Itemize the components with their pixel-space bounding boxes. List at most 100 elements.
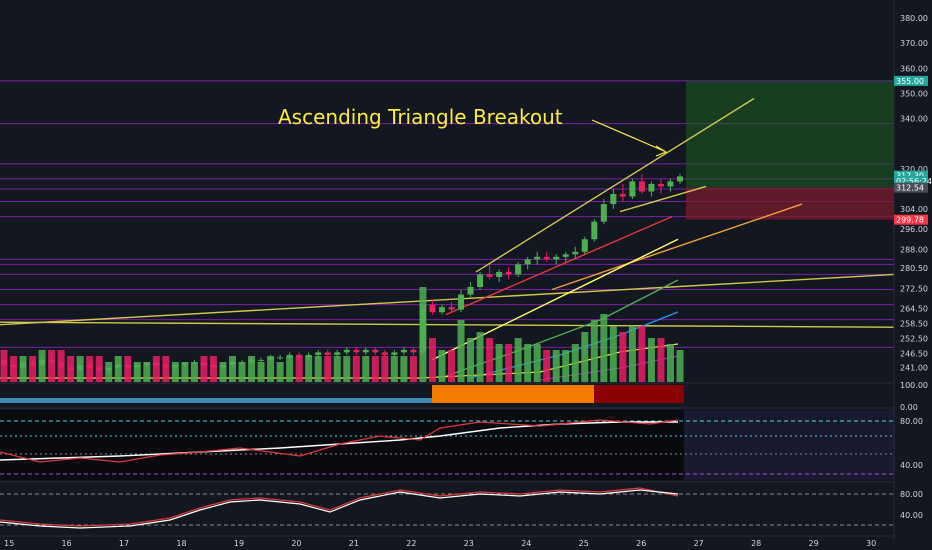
volume-bar	[505, 344, 513, 382]
volume-bar	[543, 350, 551, 382]
trendline	[551, 203, 803, 291]
candle	[77, 364, 84, 370]
candle	[381, 352, 388, 355]
candle	[600, 204, 607, 222]
time-tick-label: 15	[4, 539, 14, 548]
candle	[172, 364, 179, 368]
stoch-tick-label: 80.00	[900, 417, 923, 426]
candle	[305, 354, 312, 358]
volume-bar	[562, 350, 570, 382]
candle	[648, 183, 655, 192]
candle	[267, 357, 274, 360]
time-axis[interactable]: 15 16 17 18 19 20 21 22 23 24 25 26 27 28 29 30	[4, 539, 876, 548]
candle	[1, 359, 7, 365]
candle	[210, 364, 217, 368]
candle	[334, 352, 341, 355]
candle	[629, 181, 636, 197]
price-tag-label: 355.00	[896, 77, 924, 86]
time-tick-label: 16	[61, 539, 71, 548]
candle	[610, 194, 617, 205]
volume-bar	[666, 344, 674, 382]
volume-bar	[457, 320, 465, 382]
trendline	[475, 97, 755, 273]
candle	[657, 183, 664, 187]
chart-annotation: Ascending Triangle Breakout	[278, 105, 563, 129]
candle	[29, 362, 36, 365]
candle	[315, 352, 322, 355]
price-tag	[894, 170, 928, 181]
volume-bar	[514, 338, 522, 382]
candle	[67, 367, 74, 370]
oscillator-up-block	[432, 385, 594, 403]
candle	[258, 359, 265, 361]
candle	[515, 264, 522, 275]
stoch2-k-line	[0, 489, 679, 529]
long-position-projection[interactable]	[686, 80, 894, 220]
candle	[562, 254, 569, 257]
time-tick-label: 22	[406, 539, 416, 548]
volume-bar	[638, 326, 646, 382]
volume-bar	[48, 350, 56, 382]
price-tag-label: 312.54	[896, 184, 924, 193]
price-tick-label: 241.00	[900, 363, 928, 372]
candle	[353, 349, 360, 353]
volume-bar	[286, 356, 294, 382]
candle	[677, 176, 683, 182]
candle	[553, 256, 560, 260]
horizontal-levels	[0, 80, 894, 348]
price-axis[interactable]: 380.00 370.00 360.00 350.00 340.00 320.00 304.…	[893, 0, 932, 540]
candle	[134, 364, 141, 368]
candle	[458, 294, 465, 310]
volume-bar	[152, 356, 160, 382]
volume-bar	[381, 356, 389, 382]
stoch2-tick-label: 80.00	[900, 490, 923, 499]
volume-bar	[181, 362, 189, 382]
candle	[419, 304, 426, 353]
volume-bar	[495, 344, 503, 382]
candle	[191, 362, 198, 364]
oscillator-tick-label: 0.00	[900, 403, 918, 412]
time-tick-label: 25	[579, 539, 589, 548]
candle	[143, 362, 150, 365]
price-tick-label: 380.00	[900, 14, 928, 23]
volume-bar	[552, 350, 560, 382]
volume-bar	[352, 356, 360, 382]
target-zone	[686, 80, 894, 188]
candle	[477, 274, 484, 287]
time-tick-label: 20	[291, 539, 301, 548]
candle	[277, 357, 284, 359]
candle	[438, 307, 445, 313]
annotation-arrow	[591, 119, 668, 157]
volume-bar	[305, 356, 313, 382]
candle	[638, 181, 645, 192]
candle	[115, 364, 122, 368]
volume-bar	[390, 356, 398, 382]
indicator-panes	[0, 382, 894, 537]
candle	[86, 364, 93, 368]
stoch2-tick-label: 40.00	[900, 511, 923, 520]
oscillator-strip	[0, 398, 432, 403]
candle	[343, 349, 350, 353]
price-tick-label: 258.50	[900, 319, 928, 328]
volume-bar	[438, 350, 446, 382]
volume-bar	[267, 356, 275, 382]
candle	[48, 359, 55, 363]
candle	[324, 352, 331, 355]
candle	[162, 364, 169, 368]
volume-bar	[428, 338, 436, 382]
candle	[372, 349, 379, 353]
volume-bar	[486, 338, 494, 382]
candle	[505, 271, 512, 275]
stoch-future-bg	[684, 410, 894, 480]
price-tag-label: 299.78	[896, 216, 924, 225]
price-tag	[894, 175, 928, 186]
annotation-arrow-head	[655, 145, 668, 157]
candle	[667, 181, 674, 187]
time-tick-label: 27	[694, 539, 704, 548]
trendline	[619, 185, 707, 213]
time-tick-label: 28	[751, 539, 761, 548]
volume-bar	[476, 332, 484, 382]
volume-bar	[600, 314, 608, 382]
price-tag	[894, 182, 928, 193]
